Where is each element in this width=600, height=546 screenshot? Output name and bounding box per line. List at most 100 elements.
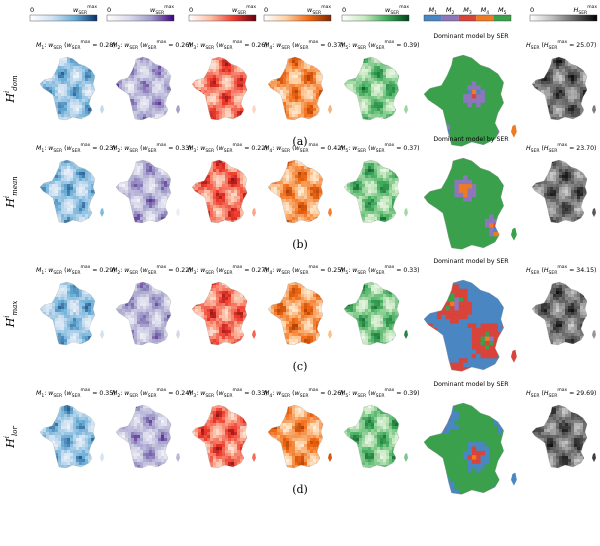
- map-title-m2: M2: wSER (wSERmax = 0.26): [112, 40, 192, 51]
- m4-colorbar: 0 wSERmax: [263, 5, 332, 22]
- map-m3: [191, 404, 256, 469]
- dominant-title: Dominant model by SER: [433, 136, 509, 143]
- colorbar-max-label: wSERmax: [385, 5, 409, 16]
- map-m3: [191, 56, 256, 121]
- france-outline: [191, 404, 248, 469]
- dominant-title: Dominant model by SER: [433, 33, 509, 40]
- corsica: [176, 330, 180, 339]
- map-m5: [343, 159, 408, 224]
- france-outline: [343, 159, 400, 224]
- france-outline: [267, 56, 324, 121]
- subfigure-caption: (c): [293, 360, 308, 373]
- entropy-title: HSER (HSERmax = 25.07): [526, 40, 596, 51]
- weight-max-value: 0.26: [175, 42, 189, 49]
- weight-max-value: 0.39: [403, 42, 417, 49]
- map-title-m4: M4: wSER (wSERmax = 0.26): [264, 388, 344, 399]
- legend-label-m3: M3: [463, 6, 472, 16]
- dominant-title: Dominant model by SER: [433, 381, 509, 388]
- legend-label-m2: M2: [446, 6, 455, 16]
- map-m2: [115, 404, 180, 469]
- france-outline: [343, 56, 400, 121]
- map-m1: [39, 56, 104, 121]
- map-m4: [267, 56, 332, 121]
- map-m3: [191, 159, 256, 224]
- m5-colorbar: 0 wSERmax: [341, 5, 409, 22]
- colorbar-gradient: [29, 14, 98, 22]
- france-outline: [115, 404, 172, 469]
- entropy-max-value: 29.69: [576, 390, 594, 397]
- corsica: [100, 453, 104, 462]
- map-m2: [115, 159, 180, 224]
- row-c: Himax M1: wSER (wSERmax = 0.29)M2: wSER (…: [3, 258, 596, 373]
- france-outline: [531, 159, 588, 224]
- corsica: [252, 453, 256, 462]
- map-title-m3: M3: wSER (wSERmax = 0.27): [188, 265, 268, 276]
- map-title-m2: M2: wSER (wSERmax = 0.33): [112, 143, 192, 154]
- weight-max-value: 0.29: [99, 267, 113, 274]
- corsica: [252, 208, 256, 217]
- map-m3: [191, 281, 256, 346]
- row-label: Himean: [3, 176, 19, 209]
- france-outline: [191, 159, 248, 224]
- france-outline: [531, 404, 588, 469]
- entropy-max-value: 34.15: [576, 267, 594, 274]
- corsica: [100, 105, 104, 114]
- map-title-m2: M2: wSER (wSERmax = 0.24): [112, 388, 192, 399]
- dominant-map: [423, 157, 517, 250]
- france-outline: [343, 281, 400, 346]
- dominant-map: [423, 54, 517, 147]
- colorbar-gradient: [106, 14, 175, 22]
- colorbar-min-label: 0: [107, 6, 111, 14]
- colorbar-min-label: 0: [264, 6, 268, 14]
- map-m4: [267, 281, 332, 346]
- colorbar-max-label: wSERmax: [232, 5, 256, 16]
- colorbar-min-label: 0: [30, 6, 34, 14]
- france-outline: [115, 56, 172, 121]
- row-label: Hilor: [3, 426, 19, 449]
- map-title-m3: M3: wSER (wSERmax = 0.22): [188, 143, 268, 154]
- entropy-max-value: 25.07: [576, 42, 594, 49]
- dominant-legend: M1 M2 M3 M4 M5: [423, 6, 512, 22]
- legend-label-m1: M1: [428, 6, 437, 16]
- subfigure-caption: (d): [292, 483, 308, 496]
- row-b: Himean M1: wSER (wSERmax = 0.23)M2: wSER …: [3, 136, 596, 251]
- legend-swatch-m5: [493, 15, 511, 21]
- row-label: Hidom: [3, 75, 19, 104]
- weight-max-value: 0.23: [99, 145, 113, 152]
- map-m2: [115, 281, 180, 346]
- colorbar-gradient: [188, 14, 257, 22]
- weight-max-value: 0.33: [175, 145, 189, 152]
- map-title-m5: M5: wSER (wSERmax = 0.33): [340, 265, 420, 276]
- colorbar-gradient: [263, 14, 332, 22]
- map-m5: [343, 281, 408, 346]
- weight-max-value: 0.25: [327, 267, 341, 274]
- corsica: [252, 330, 256, 339]
- france-outline: [267, 281, 324, 346]
- weight-max-value: 0.42: [327, 145, 341, 152]
- map-m4: [267, 404, 332, 469]
- weight-max-value: 0.37: [403, 145, 417, 152]
- france-outline: [191, 56, 248, 121]
- corsica: [100, 330, 104, 339]
- entropy-map: [531, 159, 596, 224]
- corsica: [592, 105, 596, 114]
- map-m5: [343, 404, 408, 469]
- france-outline: [531, 56, 588, 121]
- colorbar-max-label: wSERmax: [307, 5, 331, 16]
- dominant-map: [423, 279, 517, 372]
- entropy-map: [531, 56, 596, 121]
- entropy-map: [531, 404, 596, 469]
- corsica: [176, 208, 180, 217]
- m1-colorbar: 0 wSERmax: [29, 5, 98, 22]
- entropy-map: [531, 281, 596, 346]
- corsica: [511, 124, 517, 138]
- subfigure-caption: (a): [292, 135, 307, 148]
- map-title-m4: M4: wSER (wSERmax = 0.42): [264, 143, 344, 154]
- weight-max-value: 0.26: [327, 390, 341, 397]
- map-m1: [39, 159, 104, 224]
- h-colorbar: 0 HSERmax: [529, 5, 597, 22]
- france-outline: [191, 281, 248, 346]
- dominant-map: [423, 402, 517, 495]
- weight-max-value: 0.35: [99, 390, 113, 397]
- weight-max-value: 0.26: [251, 42, 265, 49]
